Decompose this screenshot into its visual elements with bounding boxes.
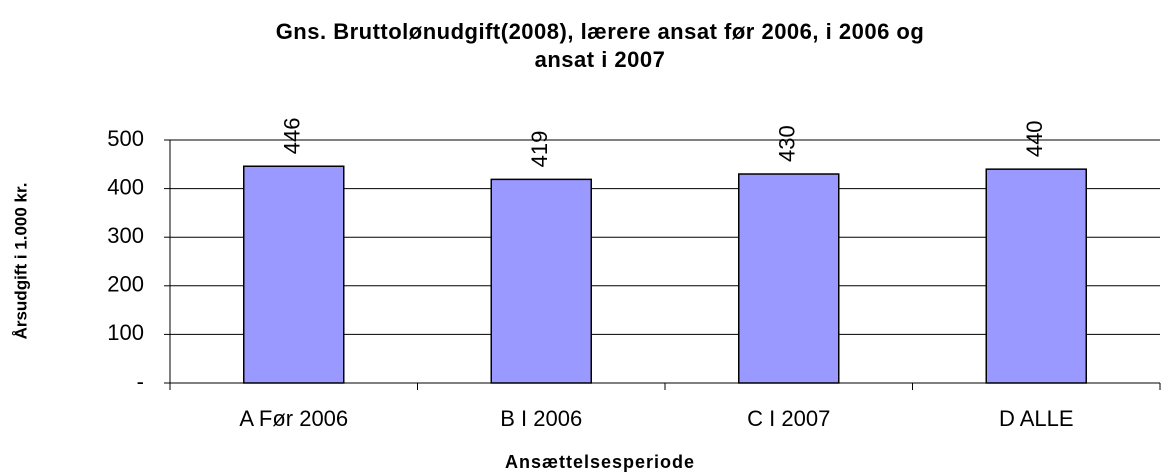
x-tick-label: B I 2006 [500,406,582,431]
y-tick-label: 400 [107,174,144,199]
value-label: 446 [280,118,305,155]
value-label: 430 [775,125,800,162]
y-tick-label: 200 [107,272,144,297]
value-label: 419 [527,131,552,168]
chart-title: Gns. Bruttolønudgift(2008), lærere ansat… [275,19,925,72]
bar [738,173,840,384]
x-tick-label: A Før 2006 [239,406,348,431]
y-tick-label: 300 [107,223,144,248]
y-axis-label: Årsudgift i 1.000 kr. [11,183,30,340]
y-tick-label: 100 [107,320,144,345]
bar [490,178,592,384]
x-tick-label: C I 2007 [747,406,830,431]
y-tick-label: 500 [107,126,144,151]
y-tick-label: - [137,369,144,394]
x-axis-label: Ansættelsesperiode [505,452,695,472]
x-tick-label: D ALLE [999,406,1074,431]
bar [985,168,1087,384]
bar [243,165,345,384]
value-label: 440 [1022,120,1047,157]
